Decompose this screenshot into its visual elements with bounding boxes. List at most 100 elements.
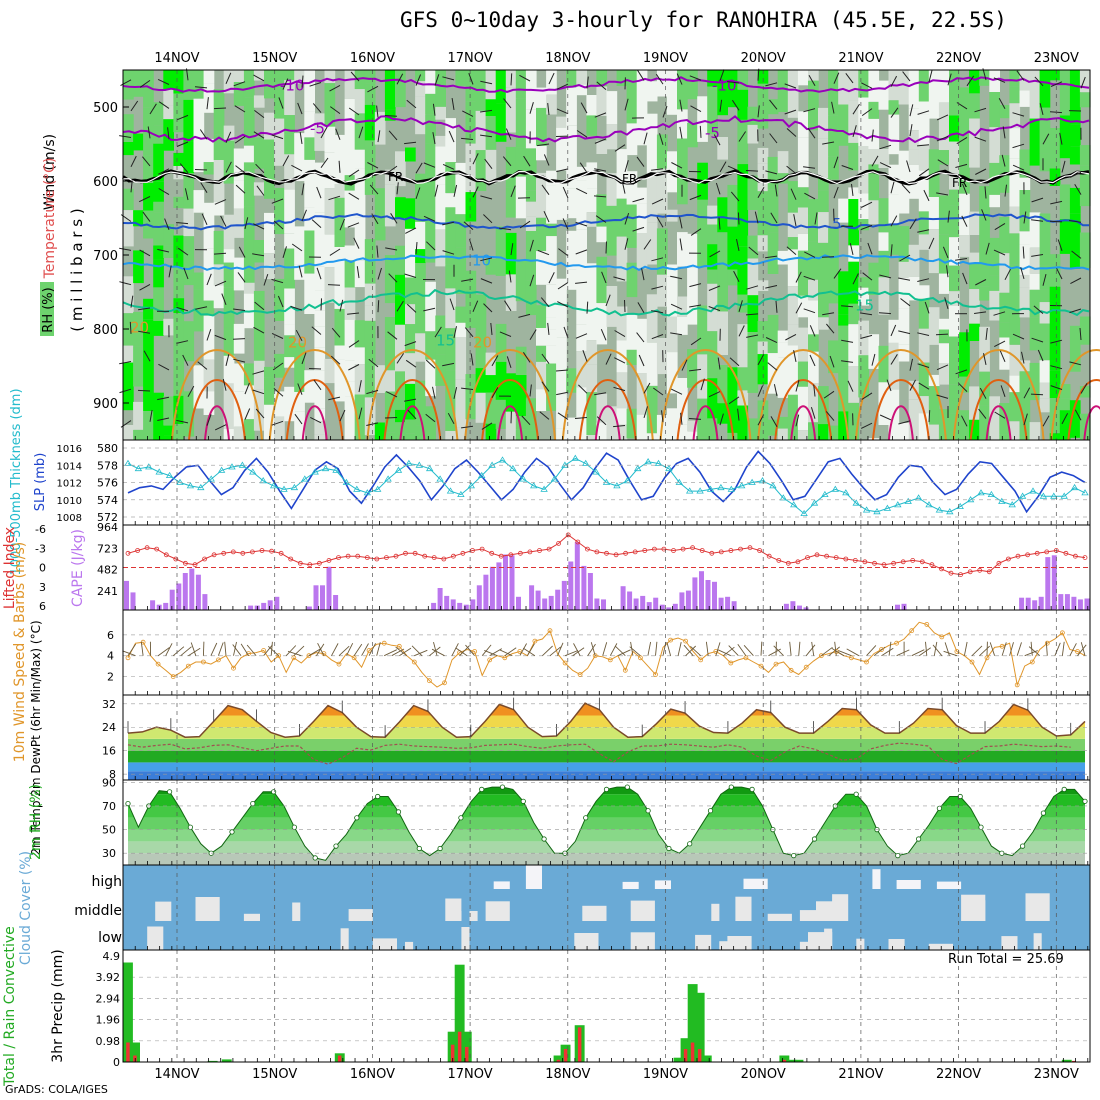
rh-cell [445,288,456,329]
rh-cell [264,112,275,140]
cape-bar [783,603,789,610]
cape-bar [176,583,182,610]
rh-cell [797,386,809,431]
rh-cell [485,258,497,275]
wind-barb [137,389,151,392]
date-label-bottom: 21NOV [838,1067,883,1082]
slp-tick: 1014 [57,461,82,472]
thickness-marker [831,485,840,492]
precip-conv-bar [697,1049,702,1062]
wind-barb [353,643,363,656]
rh-cell [1079,386,1091,398]
rh-cell [1059,219,1071,254]
wind-barb [130,155,137,168]
wind-barb [765,285,778,289]
wind-barb [651,334,664,340]
rh-axis-label: RH (%) [41,287,56,332]
rh-marker [229,829,235,835]
wind-barb [613,386,626,392]
rh-cell [1029,289,1041,318]
wind-barb [263,273,269,286]
wind-barb [860,422,873,429]
rh-cell [727,184,739,227]
date-label-top: 20NOV [741,51,786,66]
rh-cell [1019,287,1031,318]
wind-barb [371,213,379,225]
wind-barb [994,411,1006,419]
lifted-index-marker [135,548,141,553]
wind-speed-marker [351,655,357,661]
wind-barb [601,271,607,284]
rh-cell [777,250,789,265]
rh-cell [395,245,406,275]
rh-cell [586,263,598,298]
rh-cell [304,159,315,208]
wind-barb [184,188,189,201]
wind-barb [433,641,438,656]
wind-barb [225,72,232,84]
wind-barb [176,222,189,225]
rh-cell [1059,398,1071,411]
rh-cell [646,81,658,102]
cape-bar [457,602,463,610]
wind-barb [244,408,251,420]
rh-cell [949,205,960,238]
wind-barb [909,218,917,230]
lifted-index-marker [163,552,169,558]
wind-barb [499,331,512,337]
lifted-index-marker [565,532,571,538]
cape-bar [529,585,535,610]
pressure-tick: 800 [93,323,118,338]
wind-barb [1077,644,1087,656]
wind-barb [399,647,412,657]
rh-cell [848,70,859,101]
rh-cell [989,194,1000,208]
wind-barb [841,339,854,343]
wind-barb [656,216,664,228]
cloud-gap [582,905,607,921]
rh-cell [918,285,930,299]
cloud-gap [872,869,881,889]
cape-bar [646,602,652,610]
wind-barb [384,649,397,657]
wind-barb [234,135,246,144]
wind-barb [851,183,854,196]
rh-cell [586,435,598,440]
rh-cell [1049,286,1061,326]
rh-cell [707,86,718,135]
wind-barb [1000,385,1006,397]
rh-cell [213,264,225,286]
rh-cell [153,245,164,260]
cloud-gap [1001,936,1018,950]
cape-bar [1071,596,1077,610]
rh-cell [908,149,920,165]
rh-cell [344,319,356,361]
thickness-marker [925,501,933,508]
wind-barb [629,646,641,657]
wind-barb [425,413,436,423]
cloud-gap [1033,933,1042,950]
rh-cell [253,240,265,263]
wind-barb [442,362,455,367]
wind-barb [468,73,474,85]
wind-barb [1021,351,1025,364]
wind-barb [736,238,740,252]
rh-cell [999,434,1010,440]
wind-barb [961,215,968,227]
rh-cell [546,70,557,95]
rh-cell [838,325,849,368]
rh-cell [556,296,567,338]
wind-tick: 4 [107,650,114,663]
wind-barb [423,307,436,312]
rh-cell [858,287,869,306]
lifted-index-marker [518,550,523,556]
wind-barb [506,356,512,369]
wind-barb [233,81,246,87]
temp-contour-minus5 [122,115,1090,144]
wind-barb [860,312,873,316]
rh-cell [495,103,507,142]
cape-bar [627,591,633,610]
wind-barb [994,222,1006,231]
thickness-marker [789,501,798,508]
rh-marker [125,800,131,807]
